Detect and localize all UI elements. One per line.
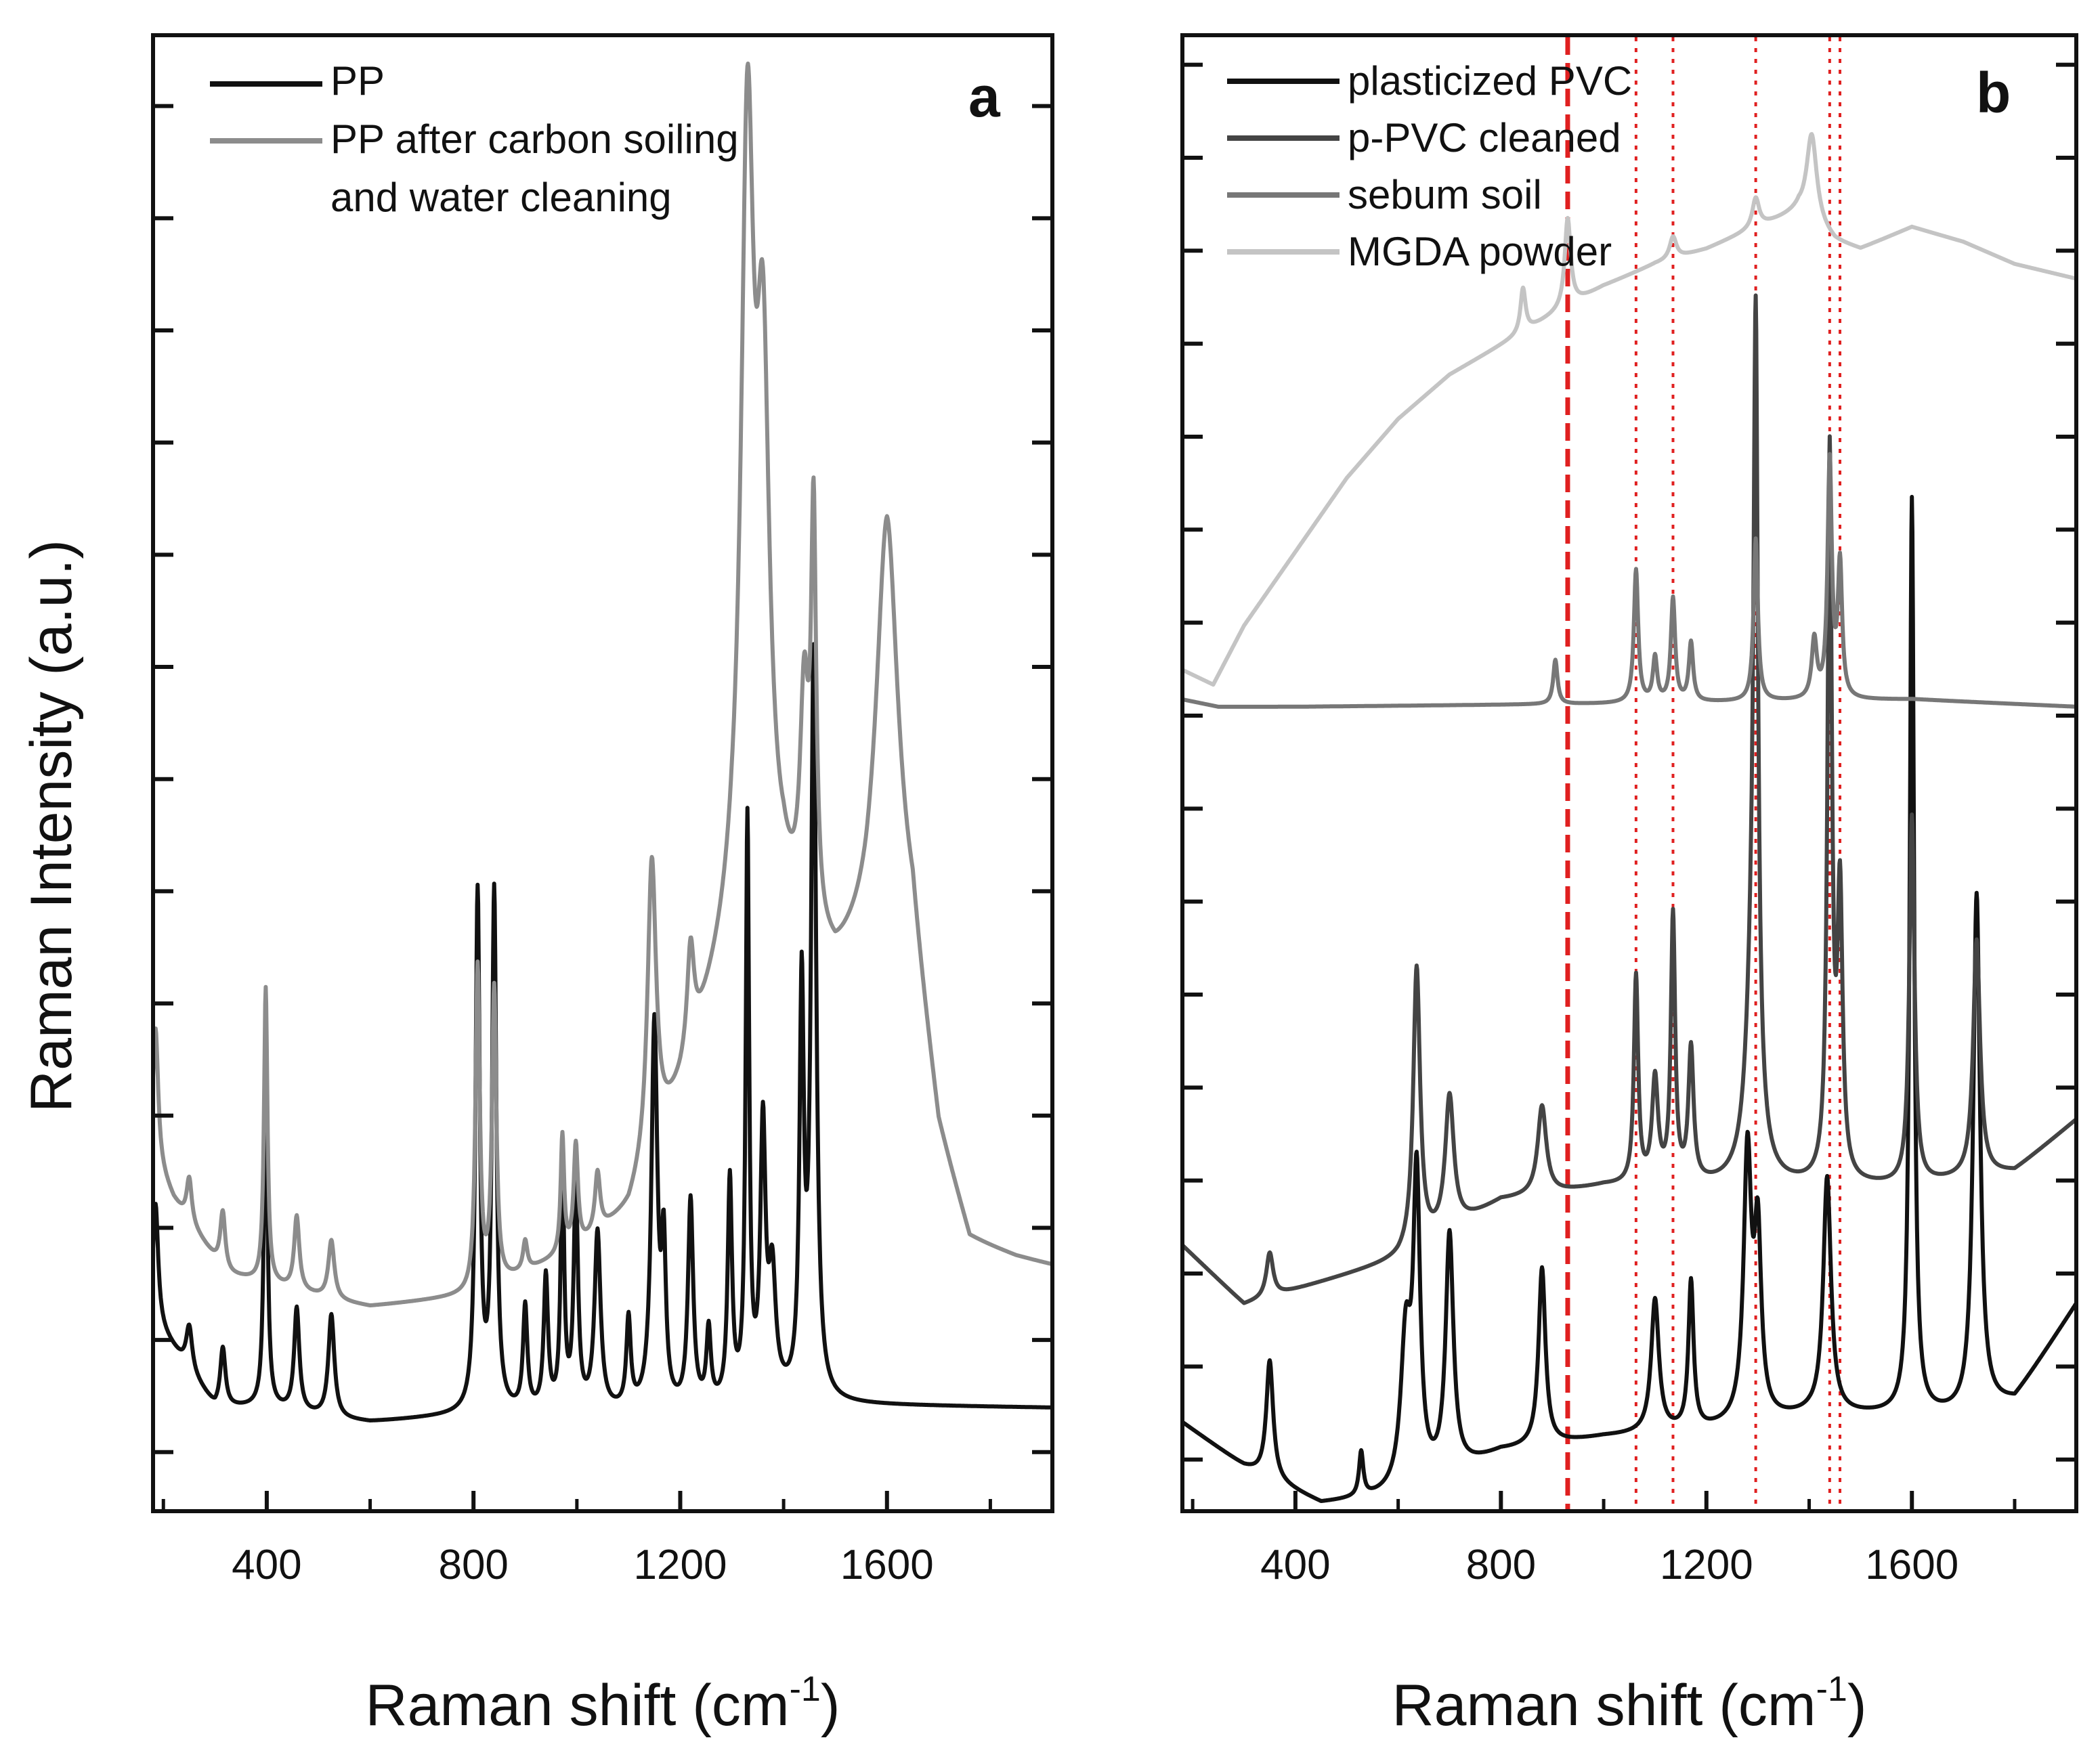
legend-a-label-pp: PP [330,58,385,104]
y-axis-label: Raman Intensity (a.u.) [19,540,84,1112]
x-tick-label-400: 400 [232,1542,301,1588]
legend-b-label-mgda-powder: MGDA powder [1348,229,1612,274]
series-line-pp [151,642,1054,1422]
x-tick-label-1600: 1600 [840,1542,934,1588]
panel-b-ticks [1182,62,2076,1511]
x-tick-label-800: 800 [1466,1542,1536,1588]
x-tick-label-800: 800 [438,1542,508,1588]
panel-a-frame [151,33,1054,1513]
panel-a: a PP PP after carbon soiling and water c… [151,33,1054,1588]
legend-b-label-ppvc-cleaned: p-PVC cleaned [1348,115,1621,160]
panel-b-legend: plasticized PVC p-PVC cleaned sebum soil… [1227,58,1632,274]
legend-a-label-soiled-line2: and water cleaning [330,175,672,220]
panel-b-curves [1180,132,2078,1503]
x-tick-label-400: 400 [1260,1542,1330,1588]
panel-a-letter: a [968,65,1001,129]
x-tick-label-1600: 1600 [1865,1542,1958,1588]
legend-a-label-soiled-line1: PP after carbon soiling [330,116,739,162]
panel-a-legend: PP PP after carbon soiling and water cle… [210,58,739,220]
panel-b-frame [1180,33,2078,1513]
series-line-sebum-soil [1180,452,2078,709]
series-line-pp-after-carbon-soiling-and-water-cleaning [151,61,1054,1307]
x-tick-label-1200: 1200 [1660,1542,1753,1588]
panel-b-x-tick-labels: 400 800 1200 1600 [1260,1542,1958,1588]
series-line-mgda-powder [1180,132,2078,687]
panel-b-letter: b [1976,61,2011,125]
series-line-plasticized-pvc [1180,494,2078,1503]
x-axis-label-b: Raman shift (cm-1) [1392,1670,1867,1738]
panel-a-x-tick-labels: 400 800 1200 1600 [232,1542,934,1588]
panel-a-ticks [153,104,1052,1511]
legend-b-label-sebum-soil: sebum soil [1348,172,1542,217]
series-line-p-pvc-cleaned [1180,293,2078,1305]
x-tick-label-1200: 1200 [634,1542,727,1588]
panel-a-curves [151,61,1054,1422]
x-axis-label-a: Raman shift (cm-1) [366,1670,840,1738]
legend-b-label-plasticized-pvc: plasticized PVC [1348,58,1632,104]
panel-b: b plasticized PVC p-PVC cleaned sebum so… [1180,33,2078,1588]
